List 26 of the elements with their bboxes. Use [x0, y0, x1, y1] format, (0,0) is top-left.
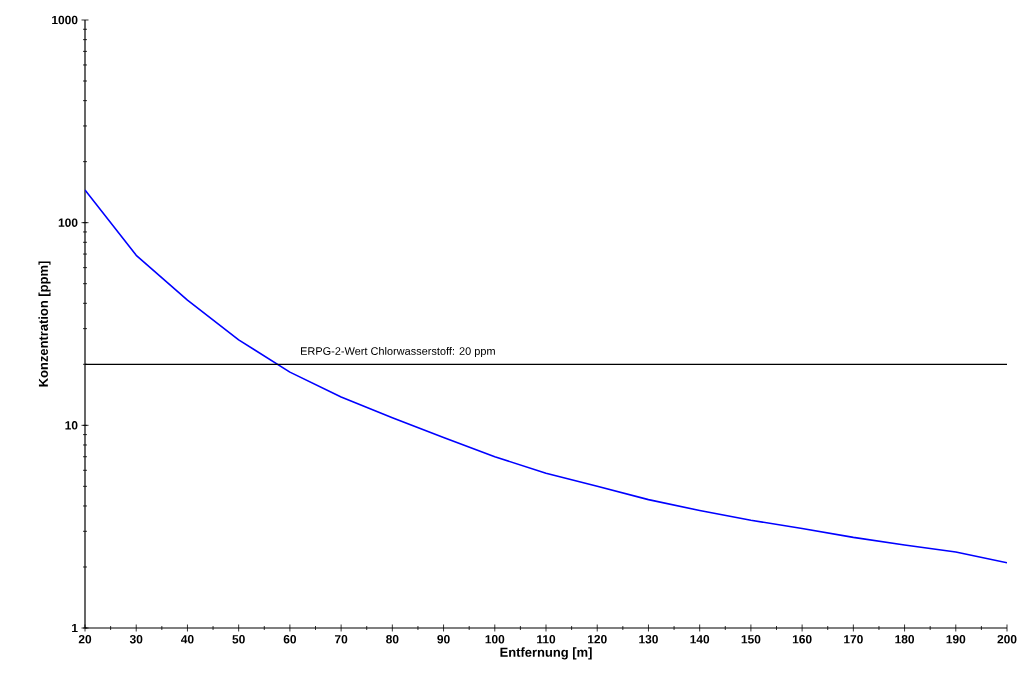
x-tick-label: 20: [78, 635, 92, 644]
x-tick-label: 30: [129, 635, 143, 644]
y-tick-label: 10: [65, 421, 78, 430]
x-tick-label: 100: [485, 635, 505, 644]
x-tick-label: 50: [232, 635, 245, 644]
y-tick-label: 1: [72, 623, 78, 633]
x-tick-label: 190: [946, 635, 966, 644]
x-tick-label: 120: [588, 635, 607, 644]
x-tick-label: 90: [437, 635, 450, 644]
x-axis-title: Entfernung [m]: [500, 647, 592, 660]
y-tick-label: 100: [58, 218, 78, 227]
x-tick-label: 60: [283, 635, 297, 644]
x-tick-label: 170: [844, 635, 863, 644]
x-tick-label: 200: [997, 635, 1017, 644]
x-tick-label: 130: [639, 635, 658, 644]
x-tick-label: 180: [895, 635, 915, 644]
x-tick-label: 80: [386, 635, 399, 644]
x-tick-label: 140: [690, 635, 710, 644]
x-tick-label: 110: [537, 635, 556, 644]
x-tick-label: 150: [741, 635, 761, 644]
x-tick-label: 40: [180, 635, 194, 644]
x-tick-label: 70: [334, 635, 348, 644]
y-axis-title: Konzentration [ppm]: [38, 261, 51, 387]
y-tick-label: 1000: [52, 15, 78, 25]
ref-line-label: ERPG-2-Wert Chlorwasserstoff: 20 ppm: [301, 346, 495, 358]
x-tick-label: 160: [792, 635, 812, 644]
